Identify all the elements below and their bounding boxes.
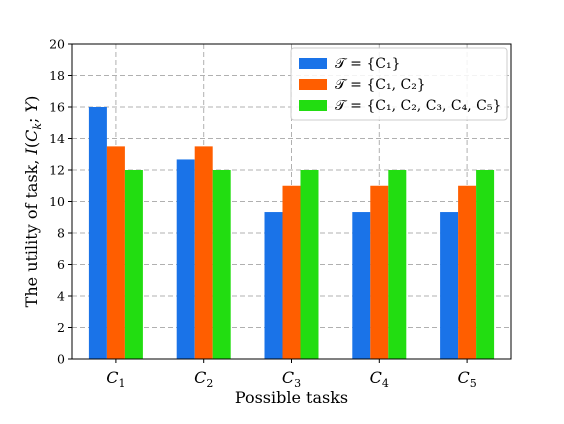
bar-series-1-c3 <box>264 212 283 359</box>
x-tick-label: C5 <box>457 368 476 390</box>
y-tick-label: 18 <box>49 68 65 83</box>
y-axis-ticks: 0 2 4 6 8 10 12 14 16 18 20 <box>49 37 72 367</box>
x-tick-label: C2 <box>194 368 213 390</box>
y-tick-label: 8 <box>57 226 65 241</box>
y-tick-label: 16 <box>49 100 65 115</box>
bar-series-2-c2 <box>194 146 213 359</box>
bar-series-3-c2 <box>212 170 231 359</box>
y-tick-label: 0 <box>57 352 65 367</box>
x-tick-label: C1 <box>106 368 125 390</box>
bar-series-3-c5 <box>476 170 495 359</box>
y-tick-label: 2 <box>57 320 65 335</box>
bar-series-1-c2 <box>176 159 195 359</box>
bar-series-2-c4 <box>370 185 389 359</box>
legend-label: 𝒯 = {C₁} <box>335 56 401 72</box>
bar-series-2-c5 <box>458 185 477 359</box>
y-tick-label: 6 <box>57 257 65 272</box>
bar-series-1-c5 <box>440 212 459 359</box>
legend-label: 𝒯 = {C₁, C₂} <box>335 77 426 93</box>
bar-series-1-c4 <box>352 212 371 359</box>
bar-series-3-c3 <box>300 170 319 359</box>
bar-series-2-c1 <box>106 146 125 359</box>
legend-swatch <box>299 100 327 111</box>
legend-swatch <box>299 79 327 90</box>
bar-series-3-c1 <box>124 170 143 359</box>
legend: 𝒯 = {C₁} 𝒯 = {C₁, C₂} 𝒯 = {C₁, C₂, C₃, C₄,… <box>290 47 508 121</box>
y-tick-label: 14 <box>49 131 65 146</box>
legend-box <box>290 47 508 121</box>
bar-series-3-c4 <box>388 170 407 359</box>
bars <box>88 107 495 359</box>
y-tick-label: 4 <box>57 289 65 304</box>
bar-series-2-c3 <box>282 185 301 359</box>
x-tick-label: C4 <box>370 368 389 390</box>
legend-swatch <box>299 58 327 69</box>
x-axis-ticks: C1 C2 C3 C4 C5 <box>106 359 477 390</box>
y-axis-label: The utility of task, I(Ck; Y) <box>22 96 44 308</box>
y-tick-label: 10 <box>49 194 65 209</box>
x-axis-label: Possible tasks <box>235 388 348 407</box>
y-tick-label: 20 <box>49 37 65 52</box>
x-tick-label: C3 <box>282 368 301 390</box>
y-tick-label: 12 <box>49 163 65 178</box>
legend-label: 𝒯 = {C₁, C₂, C₃, C₄, C₅} <box>335 98 501 114</box>
bar-series-1-c1 <box>88 107 107 359</box>
